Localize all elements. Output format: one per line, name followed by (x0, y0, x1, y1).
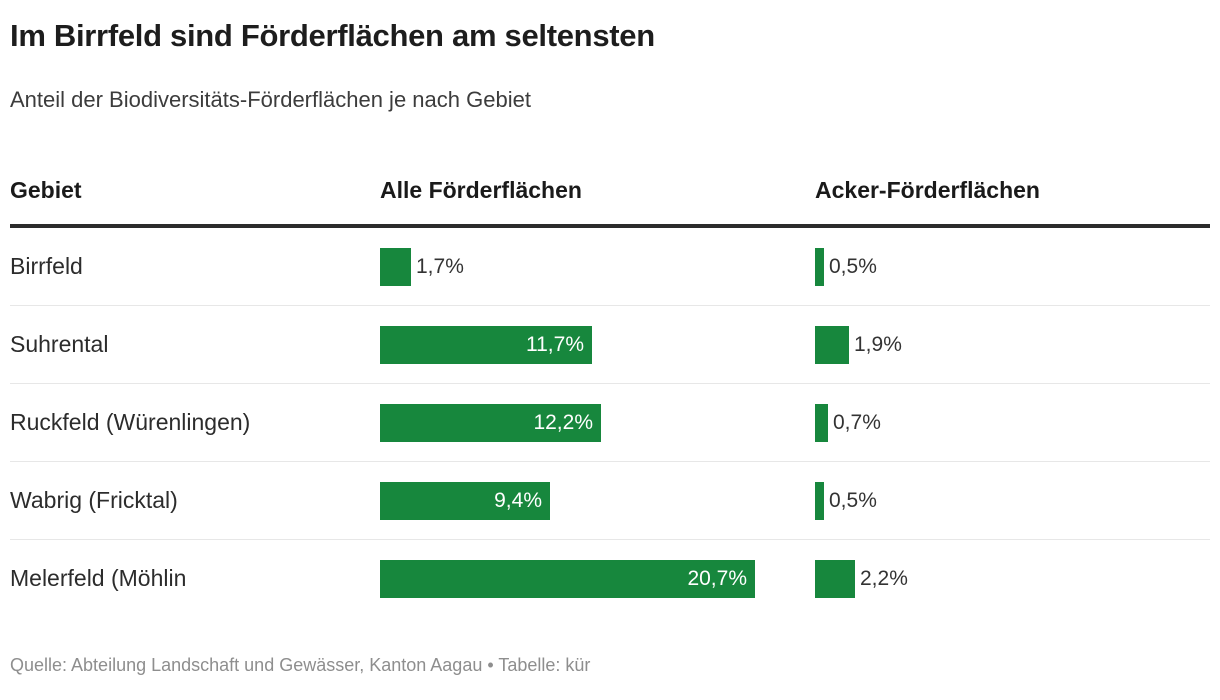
bar-cell: 0,5% (815, 228, 1210, 305)
value-bar: 12,2% (380, 403, 601, 442)
value-label: 0,5% (829, 488, 877, 512)
value-bar (815, 559, 855, 598)
bar-cell: 2,2% (815, 540, 1210, 617)
table-body: Birrfeld 1,7% 0,5% Suhrental 11,7% 1,9% Ruckfe… (10, 228, 1210, 617)
value-bar: 9,4% (380, 481, 550, 520)
page-subtitle: Anteil der Biodiversitäts-Förderflächen … (10, 86, 531, 112)
value-bar (815, 325, 849, 364)
value-bar: 20,7% (380, 559, 755, 598)
table-row: Ruckfeld (Würenlingen) 12,2% 0,7% (10, 384, 1210, 463)
row-label: Birrfeld (10, 253, 83, 280)
column-header-acker-foerderflaechen: Acker-Förderflächen (815, 177, 1040, 204)
value-label: 0,5% (829, 254, 877, 278)
bar-cell: 20,7% (380, 540, 815, 617)
table-header-row: Gebiet Alle Förderflächen Acker-Förderfl… (10, 177, 1210, 229)
page-title: Im Birrfeld sind Förderflächen am selten… (10, 18, 655, 53)
value-bar (380, 247, 411, 286)
bar-table: Gebiet Alle Förderflächen Acker-Förderfl… (10, 177, 1210, 617)
chart-container: Im Birrfeld sind Förderflächen am selten… (0, 18, 1220, 676)
value-label: 12,2% (533, 410, 593, 434)
bar-cell: 12,2% (380, 384, 815, 461)
column-header-alle-foerderflaechen: Alle Förderflächen (380, 177, 582, 204)
bar-cell: 0,5% (815, 462, 1210, 539)
value-label: 20,7% (687, 566, 747, 590)
value-label: 2,2% (860, 566, 908, 590)
value-bar (815, 403, 828, 442)
value-bar (815, 247, 824, 286)
row-label: Ruckfeld (Würenlingen) (10, 409, 251, 436)
value-label: 0,7% (833, 410, 881, 434)
value-label: 1,7% (416, 254, 464, 278)
bar-cell: 1,7% (380, 228, 815, 305)
bar-cell: 1,9% (815, 306, 1210, 383)
table-row: Melerfeld (Möhlin 20,7% 2,2% (10, 540, 1210, 617)
table-row: Wabrig (Fricktal) 9,4% 0,5% (10, 462, 1210, 541)
bar-cell: 9,4% (380, 462, 815, 539)
value-bar (815, 481, 824, 520)
value-bar: 11,7% (380, 325, 592, 364)
value-label: 1,9% (854, 332, 902, 356)
row-label: Suhrental (10, 331, 109, 358)
row-label: Wabrig (Fricktal) (10, 487, 178, 514)
value-label: 11,7% (526, 332, 584, 356)
source-note: Quelle: Abteilung Landschaft und Gewässe… (10, 655, 591, 676)
bar-cell: 11,7% (380, 306, 815, 383)
table-row: Suhrental 11,7% 1,9% (10, 306, 1210, 385)
table-row: Birrfeld 1,7% 0,5% (10, 228, 1210, 307)
column-header-gebiet: Gebiet (10, 177, 82, 204)
row-label: Melerfeld (Möhlin (10, 565, 187, 592)
bar-cell: 0,7% (815, 384, 1210, 461)
value-label: 9,4% (494, 488, 542, 512)
